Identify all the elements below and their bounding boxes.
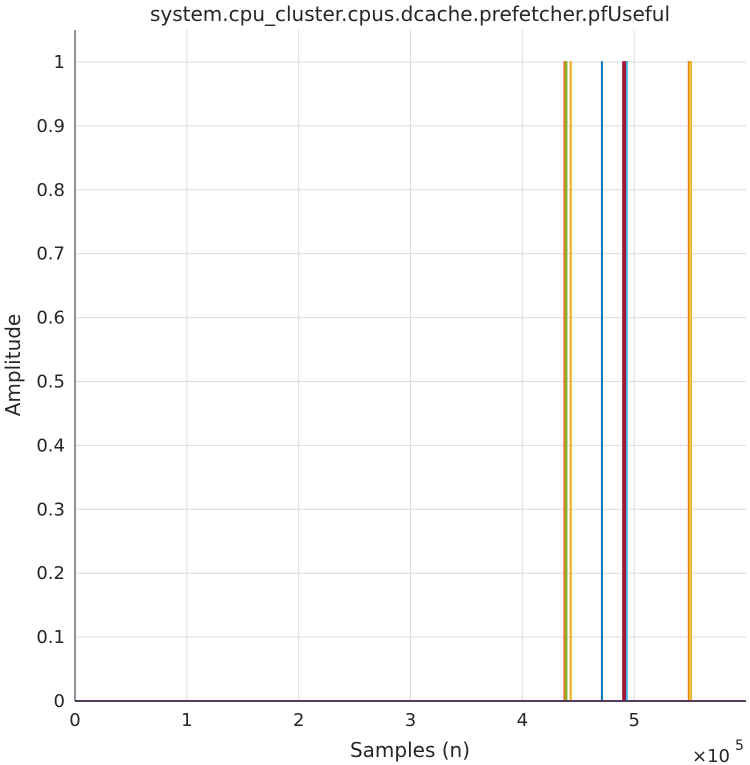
y-tick-label: 0 xyxy=(54,691,65,712)
y-tick-label: 0.8 xyxy=(36,180,65,201)
y-tick-label: 0.7 xyxy=(36,244,65,265)
x-tick-label: 4 xyxy=(517,710,528,731)
x-tick-label: 5 xyxy=(628,710,639,731)
y-tick-label: 0.9 xyxy=(36,116,65,137)
chart-title: system.cpu_cluster.cpus.dcache.prefetche… xyxy=(150,2,670,26)
axes xyxy=(74,30,746,702)
y-tick-label: 0.3 xyxy=(36,499,65,520)
x-tick-label: 3 xyxy=(405,710,416,731)
y-tick-label: 0.1 xyxy=(36,627,65,648)
x-exponent-base: ×10 xyxy=(692,746,730,765)
x-tick-label: 1 xyxy=(181,710,192,731)
y-tick-label: 1 xyxy=(54,52,65,73)
x-tick-label: 2 xyxy=(293,710,304,731)
x-axis-title: Samples (n) xyxy=(350,738,470,762)
tick-labels: 0 1 2 3 4 5 0 0.1 0.2 0.3 0.4 0.5 0.6 0.7 0.8 0.9 1 xyxy=(36,52,640,731)
y-tick-label: 0.4 xyxy=(36,435,65,456)
y-tick-label: 0.6 xyxy=(36,308,65,329)
grid xyxy=(74,30,746,702)
y-axis-title: Amplitude xyxy=(1,314,25,417)
y-tick-label: 0.2 xyxy=(36,563,65,584)
x-exponent: ×10 5 xyxy=(692,738,744,765)
x-tick-label: 0 xyxy=(69,710,80,731)
y-tick-label: 0.5 xyxy=(36,371,65,392)
x-exponent-power: 5 xyxy=(735,738,744,754)
